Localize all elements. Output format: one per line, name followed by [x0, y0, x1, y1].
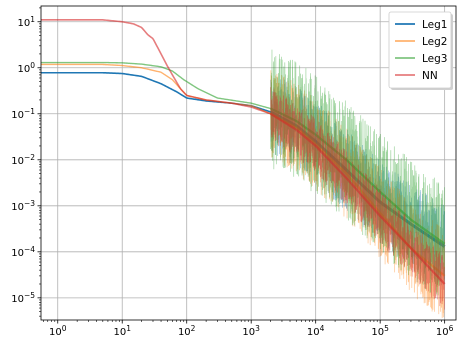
legend-label-leg1: Leg1	[422, 19, 447, 31]
series-layer	[41, 19, 446, 318]
series-line-smooth	[41, 61, 271, 110]
legend-label-leg2: Leg2	[422, 36, 447, 48]
y-tick-label: 10−4	[11, 245, 35, 259]
series-line-mean	[270, 112, 446, 285]
y-tick-label: 10−2	[11, 153, 35, 167]
x-tick-label: 104	[307, 324, 325, 338]
series-leg3	[41, 49, 446, 296]
series-line-noisy	[270, 70, 445, 318]
legend-box	[388, 11, 452, 89]
x-tick-label: 100	[49, 324, 67, 338]
x-axis: 100 101 102 103 104 105 106	[43, 320, 454, 338]
y-tick-label: 101	[17, 15, 35, 29]
x-tick-label: 105	[371, 324, 389, 338]
legend-label-nn: NN	[422, 70, 438, 82]
x-tick-label: 101	[113, 324, 131, 338]
x-tick-label: 102	[178, 324, 196, 338]
y-tick-label: 10−1	[11, 107, 35, 121]
y-tick-label: 10−3	[11, 199, 35, 213]
y-tick-label: 100	[17, 61, 35, 75]
legend: Leg1 Leg2 Leg3 NN	[388, 11, 453, 90]
x-tick-label: 103	[242, 324, 260, 338]
series-line-noisy	[270, 87, 445, 310]
legend-label-leg3: Leg3	[422, 53, 447, 65]
x-tick-label: 106	[436, 324, 454, 338]
y-tick-label: 10−5	[11, 291, 35, 305]
series-line-smooth	[41, 19, 271, 115]
y-axis: 10−5 10−4 10−3 10−2 10−1 100 101	[11, 7, 41, 317]
series-line-mean	[269, 110, 446, 248]
series-nn	[41, 19, 446, 310]
series-line-mean	[270, 107, 446, 245]
series-line-noisy	[270, 49, 445, 296]
